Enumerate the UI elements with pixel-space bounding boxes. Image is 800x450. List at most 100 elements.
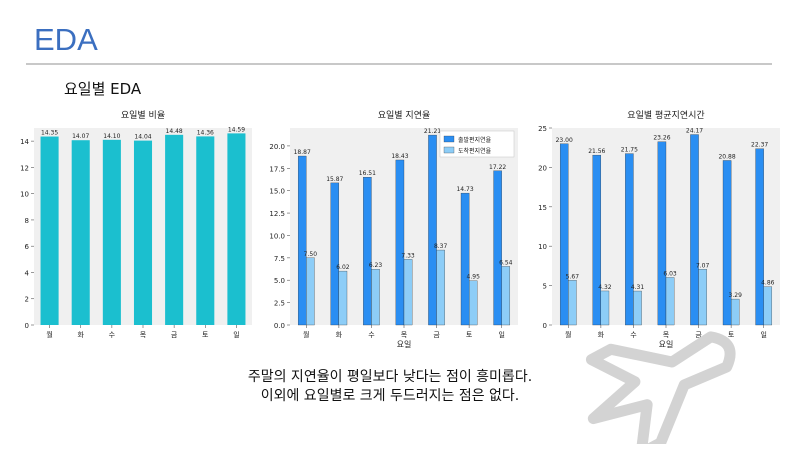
chart-2-bar-label: 21.75 <box>621 147 638 154</box>
chart-2-bar-1-2 <box>633 290 642 326</box>
chart-2-bar-label: 24.17 <box>686 128 703 135</box>
chart-2-bar-label: 6.03 <box>663 270 677 277</box>
chart-0-xtick-label: 금 <box>171 331 178 339</box>
chart-1-bar-0-5 <box>460 192 470 326</box>
chart-1-bar-label: 21.21 <box>424 128 441 135</box>
chart-1-bar-label: 7.33 <box>401 252 415 259</box>
chart-2-bar-label: 21.56 <box>588 148 605 155</box>
chart-2-bar-label: 3.29 <box>729 292 743 299</box>
insight-caption: 주말의 지연율이 평일보다 낮다는 점이 흥미롭다. 이외에 요일별로 크게 두… <box>150 368 630 406</box>
chart-0-bar-0-2 <box>102 139 121 325</box>
chart-2-ytick-label: 20 <box>538 164 547 172</box>
slide-title: EDA <box>34 22 98 57</box>
chart-0-bar-label: 14.35 <box>41 130 58 137</box>
chart-1-bar-label: 6.02 <box>336 264 350 271</box>
chart-2-ytick-label: 10 <box>538 243 547 251</box>
chart-1-title: 요일별 지연율 <box>378 110 431 121</box>
chart-2-bar-0-5 <box>722 160 732 326</box>
chart-weekday-delay-rate: 요일별 지연율 0.0 2.5 5.0 7.5 10.0 12.5 15.0 17.5 20.0 1… <box>268 106 524 352</box>
chart-1-bar-label: 16.51 <box>359 170 376 177</box>
chart-2-bar-1-1 <box>600 290 610 326</box>
chart-1-bar-label: 18.87 <box>294 149 311 156</box>
chart-2-bar-1-3 <box>665 277 675 326</box>
chart-1-bar-label: 4.95 <box>467 274 481 281</box>
chart-0-bar-0-5 <box>196 136 215 325</box>
title-divider <box>26 63 772 65</box>
chart-2-bar-1-6 <box>763 286 773 326</box>
chart-2-bar-1-5 <box>730 298 740 326</box>
chart-0-bar-0-4 <box>165 134 184 325</box>
chart-0-bar-0-0 <box>40 136 59 325</box>
chart-1-ytick-label: 12.5 <box>269 210 285 218</box>
chart-1-bar-0-6 <box>493 170 502 326</box>
chart-1-bar-0-4 <box>428 134 437 326</box>
chart-2-title: 요일별 평균지연시간 <box>627 110 704 121</box>
chart-0-bar-0-6 <box>227 133 246 325</box>
chart-1-ytick-label: 0.0 <box>274 322 285 330</box>
chart-1-bar-0-2 <box>363 177 372 326</box>
chart-2-bar-0-2 <box>625 153 634 326</box>
chart-0-ytick-label: 8 <box>25 217 29 225</box>
chart-1-bar-1-0 <box>306 257 315 326</box>
chart-0-ytick-label: 2 <box>25 296 29 304</box>
chart-2-ytick-label: 0 <box>543 322 547 330</box>
chart-2-bar-0-3 <box>657 141 667 326</box>
chart-2-bar-0-1 <box>592 154 602 326</box>
chart-0-bar-label: 14.07 <box>72 133 89 140</box>
chart-2-xtick-label: 수 <box>630 331 637 339</box>
chart-1-ytick-label: 5.0 <box>274 277 285 285</box>
chart-2-ytick-label: 25 <box>538 125 547 133</box>
chart-2-bar-label: 20.88 <box>718 153 735 160</box>
chart-0-bar-label: 14.59 <box>228 126 245 133</box>
chart-2-bar-label: 22.37 <box>751 142 768 149</box>
chart-1-bar-1-2 <box>371 269 380 326</box>
chart-2-bar-label: 23.26 <box>653 135 670 142</box>
section-subtitle: 요일별 EDA <box>64 80 142 98</box>
chart-1-xtick-label: 토 <box>466 331 473 339</box>
chart-1-xtick-label: 금 <box>433 331 440 339</box>
chart-weekday-ratio-svg: 요일별 비율 0 2 4 6 8 10 12 14 14.35 월 14.07 화 14.10 수 14.04… <box>20 110 252 339</box>
chart-0-ytick-label: 4 <box>25 269 30 277</box>
chart-weekday-avg-delay-time-svg: 요일별 평균지연시간 0 5 10 15 20 25 23.00 5.67 월 21.56 4.32 화… <box>538 110 780 349</box>
chart-0-xtick-label: 월 <box>46 330 52 339</box>
chart-1-bar-0-0 <box>297 155 307 326</box>
chart-1-ytick-label: 10.0 <box>269 232 285 240</box>
caption-line-2: 이외에 요일별로 크게 두드러지는 점은 없다. <box>260 388 520 404</box>
chart-0-ytick-label: 12 <box>20 164 29 172</box>
chart-1-xtick-label: 화 <box>336 331 343 339</box>
chart-1-bar-1-6 <box>501 266 511 326</box>
chart-2-bar-label: 4.86 <box>761 280 775 287</box>
chart-2-bar-0-4 <box>690 134 699 326</box>
chart-2-xtick-label: 금 <box>695 331 702 339</box>
chart-0-xtick-label: 화 <box>77 331 84 339</box>
chart-0-ytick-label: 14 <box>20 138 29 146</box>
chart-1-bar-label: 6.54 <box>499 259 513 266</box>
chart-2-xtick-label: 화 <box>598 331 605 339</box>
chart-1-bar-1-3 <box>403 259 413 326</box>
airplane-icon <box>585 331 736 444</box>
chart-1-xtick-label: 목 <box>401 331 408 339</box>
chart-weekday-avg-delay-time: 요일별 평균지연시간 0 5 10 15 20 25 23.00 5.67 월 21.56 4.32 화… <box>530 106 786 352</box>
chart-1-bar-1-4 <box>436 249 445 326</box>
chart-2-bar-label: 4.32 <box>598 284 612 291</box>
chart-2-bar-label: 7.07 <box>696 262 710 269</box>
chart-2-xtick-label: 토 <box>728 331 735 339</box>
chart-1-bar-label: 17.22 <box>489 164 506 171</box>
chart-0-ytick-label: 0 <box>25 322 29 330</box>
chart-weekday-delay-rate-svg: 요일별 지연율 0.0 2.5 5.0 7.5 10.0 12.5 15.0 17.5 20.0 1… <box>269 110 518 349</box>
chart-0-bar-label: 14.36 <box>197 129 214 136</box>
chart-0-xtick-label: 토 <box>202 331 209 339</box>
chart-2-ytick-label: 5 <box>543 283 547 291</box>
chart-1-bar-0-1 <box>330 182 340 326</box>
chart-0-xtick-label: 목 <box>140 331 147 339</box>
chart-0-bar-label: 14.04 <box>134 134 151 141</box>
chart-weekday-ratio: 요일별 비율 0 2 4 6 8 10 12 14 14.35 월 14.07 화 14.10 수 14.04… <box>12 106 258 352</box>
chart-1-ytick-label: 7.5 <box>274 255 285 263</box>
chart-2-bar-label: 4.31 <box>631 284 645 291</box>
chart-1-bar-label: 18.43 <box>391 153 408 160</box>
chart-2-xlabel: 요일 <box>659 340 674 349</box>
chart-2-xtick-label: 일 <box>760 330 766 339</box>
chart-1-bar-0-3 <box>395 159 405 326</box>
chart-1-bar-1-5 <box>468 280 478 326</box>
chart-1-legend-swatch-0 <box>443 135 455 143</box>
